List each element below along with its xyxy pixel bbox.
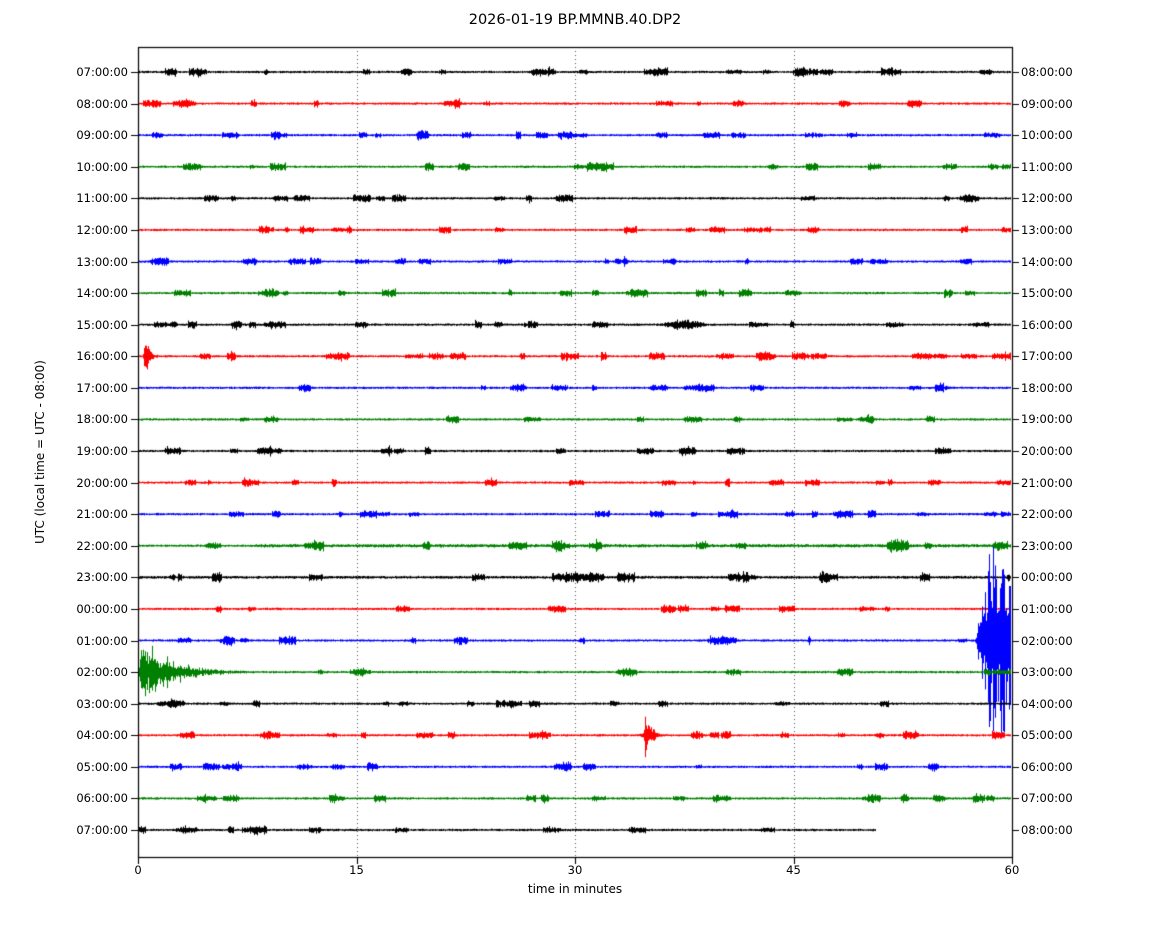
end-time-label: 08:00:00: [1021, 65, 1073, 79]
x-axis-label: time in minutes: [527, 882, 623, 896]
end-time-label: 17:00:00: [1021, 349, 1073, 364]
end-time-label: 20:00:00: [1021, 444, 1073, 458]
end-time-label: 04:00:00: [1021, 696, 1073, 711]
utc-time-label: 03:00:00: [76, 696, 128, 711]
utc-time-label: 10:00:00: [76, 159, 128, 174]
end-time-label: 13:00:00: [1021, 222, 1073, 237]
end-time-label: 15:00:00: [1021, 286, 1073, 301]
end-time-label: 07:00:00: [1021, 791, 1073, 806]
utc-time-label: 23:00:00: [76, 570, 128, 585]
end-time-label: 19:00:00: [1021, 412, 1073, 427]
end-time-label: 09:00:00: [1021, 96, 1073, 111]
utc-time-label: 07:00:00: [76, 823, 128, 837]
x-tick-label: 0: [134, 863, 142, 877]
x-tick-label: 45: [786, 863, 801, 877]
utc-time-label: 13:00:00: [76, 254, 128, 269]
end-time-label: 06:00:00: [1021, 759, 1073, 774]
utc-time-label: 06:00:00: [76, 791, 128, 806]
end-time-label: 12:00:00: [1021, 191, 1073, 206]
end-time-label: 03:00:00: [1021, 665, 1073, 680]
x-tick-label: 15: [349, 863, 364, 877]
utc-time-label: 17:00:00: [76, 380, 128, 395]
utc-time-label: 02:00:00: [76, 665, 128, 680]
utc-time-label: 14:00:00: [76, 286, 128, 301]
utc-time-label: 16:00:00: [76, 349, 128, 364]
end-time-label: 16:00:00: [1021, 317, 1073, 332]
x-tick-label: 30: [567, 863, 583, 877]
end-time-label: 10:00:00: [1021, 128, 1073, 143]
utc-time-label: 19:00:00: [76, 444, 128, 458]
end-time-label: 05:00:00: [1021, 728, 1073, 743]
utc-time-label: 05:00:00: [76, 759, 128, 774]
end-time-label: 14:00:00: [1021, 254, 1073, 269]
chart-title: 2026-01-19 BP.MMNB.40.DP2: [468, 12, 682, 28]
utc-time-label: 04:00:00: [76, 728, 128, 743]
utc-time-label: 18:00:00: [76, 412, 128, 427]
utc-time-label: 15:00:00: [76, 317, 128, 332]
utc-time-label: 20:00:00: [76, 475, 128, 490]
utc-time-label: 07:00:00: [76, 65, 128, 79]
end-time-label: 01:00:00: [1021, 601, 1073, 616]
utc-time-label: 00:00:00: [76, 601, 128, 616]
end-time-label: 23:00:00: [1021, 538, 1073, 553]
end-time-label: 21:00:00: [1021, 475, 1073, 490]
x-tick-label: 60: [1004, 863, 1020, 877]
utc-time-label: 12:00:00: [76, 222, 128, 237]
utc-time-label: 09:00:00: [76, 128, 128, 143]
end-time-label: 02:00:00: [1021, 633, 1073, 648]
end-time-label: 18:00:00: [1021, 380, 1073, 395]
end-time-label: 22:00:00: [1021, 507, 1073, 522]
end-time-label: 00:00:00: [1021, 570, 1073, 585]
utc-time-label: 01:00:00: [76, 633, 128, 648]
end-time-label: 11:00:00: [1021, 159, 1073, 174]
utc-time-label: 22:00:00: [76, 538, 128, 553]
end-time-label: 08:00:00: [1021, 823, 1073, 837]
utc-time-label: 11:00:00: [76, 191, 128, 206]
utc-time-label: 21:00:00: [76, 507, 128, 522]
utc-time-label: 08:00:00: [76, 96, 128, 111]
